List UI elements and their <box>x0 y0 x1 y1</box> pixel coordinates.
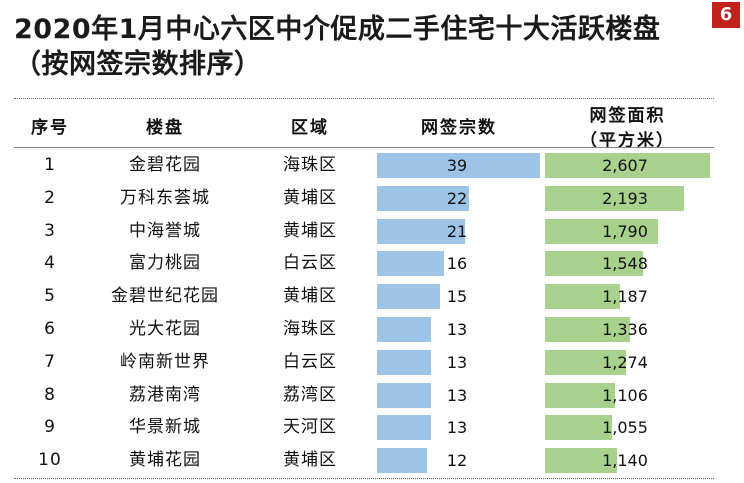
header-area-line1: 网签面积 <box>589 106 666 126</box>
district-cell: 海珠区 <box>283 319 337 339</box>
rank-cell: 8 <box>44 384 56 405</box>
estate-name: 黄埔花园 <box>129 450 201 471</box>
district-cell: 天河区 <box>283 417 337 438</box>
area-bar <box>545 317 630 342</box>
rank-cell: 3 <box>44 220 56 241</box>
district-cell: 海珠区 <box>283 155 337 175</box>
estate-name: 金碧花园 <box>129 155 201 175</box>
count-bar <box>377 153 540 178</box>
district-cell: 荔湾区 <box>283 384 337 405</box>
area-bar <box>545 218 659 244</box>
table-header-rule <box>14 147 714 148</box>
count-bar <box>377 185 469 211</box>
count-bar <box>377 415 432 441</box>
district-cell: 黄埔区 <box>283 450 337 471</box>
rank-cell: 7 <box>44 351 56 372</box>
area-value: 2,193 <box>602 188 648 208</box>
header-rank: 序号 <box>31 118 69 138</box>
area-bar <box>545 284 621 310</box>
count-value: 39 <box>446 156 468 175</box>
area-value: 1,548 <box>602 254 648 274</box>
count-bar <box>377 218 465 244</box>
area-bar <box>545 448 618 474</box>
district-cell: 黄埔区 <box>283 286 337 307</box>
rank-cell: 1 <box>44 155 56 175</box>
estate-name: 金碧世纪花园 <box>111 286 219 307</box>
count-value: 13 <box>446 418 468 438</box>
estate-name: 荔港南湾 <box>129 384 201 405</box>
title-line-1: 2020年1月中心六区中介促成二手住宅十大活跃楼盘 <box>14 14 661 45</box>
area-value: 1,055 <box>602 418 648 438</box>
area-value: 1,790 <box>602 221 648 241</box>
rank-cell: 2 <box>44 187 56 208</box>
area-bar <box>545 382 615 408</box>
area-value: 1,140 <box>602 451 648 471</box>
estate-name: 光大花园 <box>129 319 201 339</box>
rank-cell: 5 <box>44 286 56 307</box>
estate-name: 华景新城 <box>129 417 201 438</box>
count-value: 22 <box>446 188 468 208</box>
header-district: 区域 <box>291 118 329 138</box>
area-bar <box>545 153 710 178</box>
area-bar <box>545 349 626 375</box>
count-value: 15 <box>446 287 468 307</box>
title-line-2: （按网签宗数排序） <box>14 49 262 80</box>
area-bar <box>545 251 643 277</box>
count-value: 13 <box>446 352 468 372</box>
district-cell: 黄埔区 <box>283 187 337 208</box>
area-value: 1,187 <box>602 287 648 307</box>
rank-cell: 4 <box>44 253 56 274</box>
estate-name: 中海誉城 <box>129 220 201 241</box>
estate-name: 岭南新世界 <box>120 351 210 372</box>
table-bottom-rule <box>14 478 714 479</box>
header-area: 网签面积 （平方米） <box>545 101 710 151</box>
count-value: 13 <box>446 320 468 339</box>
count-bar <box>377 284 440 310</box>
rank-cell: 9 <box>44 417 56 438</box>
count-value: 21 <box>446 221 468 241</box>
count-value: 16 <box>446 254 468 274</box>
header-estate: 楼盘 <box>146 118 184 138</box>
count-bar <box>377 317 432 342</box>
page-title: 2020年1月中心六区中介促成二手住宅十大活跃楼盘 （按网签宗数排序） <box>14 12 704 82</box>
count-value: 12 <box>446 451 468 471</box>
area-value: 2,607 <box>602 156 648 175</box>
area-bar <box>545 415 612 441</box>
table-top-rule <box>14 98 714 99</box>
estate-name: 富力桃园 <box>129 253 201 274</box>
header-count: 网签宗数 <box>421 118 497 138</box>
rank-cell: 10 <box>38 450 62 471</box>
district-cell: 白云区 <box>283 351 337 372</box>
page-number-badge: 6 <box>712 2 740 28</box>
area-value: 1,274 <box>602 352 648 372</box>
rank-cell: 6 <box>44 319 56 339</box>
count-bar <box>377 251 444 277</box>
area-value: 1,106 <box>602 385 648 405</box>
count-bar <box>377 382 432 408</box>
area-value: 1,336 <box>602 320 648 339</box>
count-bar <box>377 349 432 375</box>
header-area-line2: （平方米） <box>580 131 675 151</box>
area-bar <box>545 185 684 211</box>
district-cell: 白云区 <box>283 253 337 274</box>
district-cell: 黄埔区 <box>283 220 337 241</box>
count-bar <box>377 448 428 474</box>
estate-name: 万科东荟城 <box>120 187 210 208</box>
count-value: 13 <box>446 385 468 405</box>
